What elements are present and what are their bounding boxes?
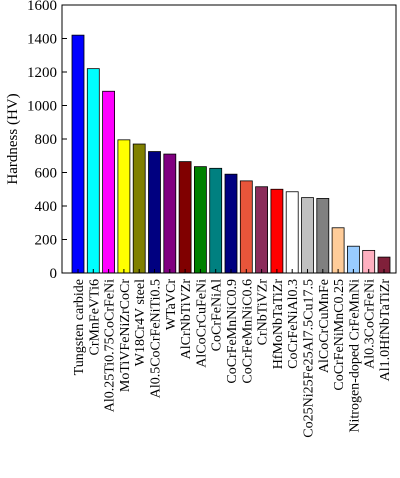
x-category-label: AlCoCrCuFeNi (194, 279, 209, 368)
x-category-label: CoCrFeNiMnC0.25 (332, 279, 347, 391)
bar (193, 166, 207, 274)
x-category-label: Al0.25Ti0.75CoCrFeNi (103, 279, 118, 412)
x-category-label: MoTiVFeNiZrCoCr (118, 279, 133, 392)
bar (285, 191, 299, 274)
bar (255, 186, 269, 274)
bar (148, 151, 161, 274)
x-category-label: Al1.0HfNbTaTiZr (378, 279, 393, 382)
bar (270, 188, 284, 274)
y-tick-label: 600 (35, 166, 58, 182)
x-category-label: CoCrFeNiAl (210, 279, 225, 351)
x-category-label: HfMoNbTaTiZr (271, 279, 286, 370)
x-category-label: Al0.5CoCrFeNiTi0.5 (149, 279, 164, 398)
bar (86, 68, 100, 274)
bar (132, 143, 146, 274)
y-tick-label: 1400 (27, 32, 57, 48)
bar (346, 245, 360, 274)
bar (71, 34, 85, 274)
bar (209, 167, 223, 274)
x-axis-category-labels: Tungsten carbide CrMnFeVTi6 Al0.25Ti0.75Co… (72, 269, 393, 438)
bar (239, 180, 253, 274)
bar (224, 173, 238, 274)
y-axis-label: Hardness (HV) (5, 93, 21, 184)
x-category-label: CoCrFeMnNiC0.6 (240, 279, 255, 384)
bar (331, 227, 345, 274)
y-tick-label: 1600 (27, 0, 57, 14)
y-tick-label: 200 (35, 233, 58, 249)
bar (102, 90, 115, 274)
x-category-label: CrMnFeVTi6 (87, 279, 102, 356)
bar (163, 153, 177, 274)
bars (71, 34, 391, 274)
y-tick-label: 400 (35, 199, 58, 215)
y-axis-ticks: 0 200 400 600 800 1000 1200 1400 1600 (27, 0, 67, 282)
x-category-label: CoCrFeNiAl0.3 (286, 279, 301, 369)
x-category-label: CoCrFeMnNiC0.9 (225, 279, 240, 384)
bar (316, 198, 330, 274)
x-category-label: Nitrogen-doped CrFeMnNi (347, 279, 362, 433)
plot-frame (61, 4, 397, 274)
x-category-label: AlCoCrCuMnFe (317, 279, 332, 373)
bar (117, 139, 131, 274)
x-category-label: Tungsten carbide (72, 279, 87, 375)
y-tick-label: 0 (50, 266, 58, 282)
y-tick-label: 800 (35, 132, 58, 148)
x-category-label: W18Cr4V steel (133, 279, 148, 366)
x-category-label: Al0.3CoCrFeNi (363, 279, 378, 369)
x-category-label: Co25Ni25Fe25Al7.5Cu17.5 (302, 279, 317, 438)
y-tick-label: 1000 (27, 99, 57, 115)
bar (178, 161, 192, 274)
x-category-label: WTaVCr (164, 279, 179, 330)
x-category-label: CrNbTiVZr (256, 279, 271, 346)
y-tick-label: 1200 (27, 65, 57, 81)
bar (301, 197, 314, 274)
x-category-label: AlCrNbTiVZr (179, 279, 194, 360)
